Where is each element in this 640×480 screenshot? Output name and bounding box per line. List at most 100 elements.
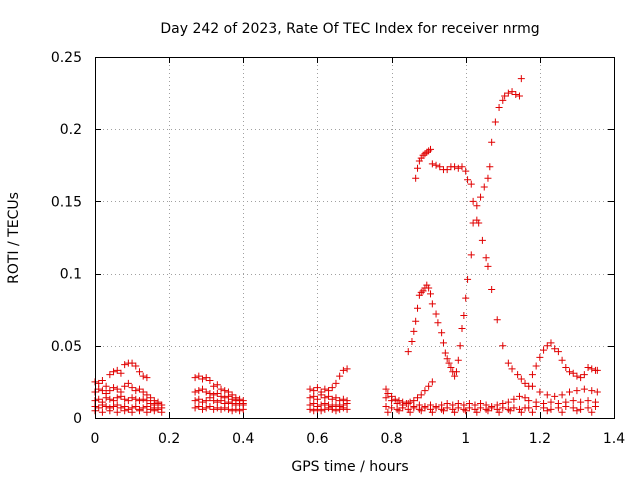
data-point-marker	[102, 402, 110, 410]
data-point-marker	[228, 400, 236, 408]
data-point-marker	[191, 374, 199, 382]
y-tick-label: 0.15	[51, 194, 82, 210]
data-point-marker	[113, 385, 121, 393]
y-axis-tick-labels: 0 0.05 0.1 0.15 0.2 0.25	[51, 50, 82, 427]
data-point-marker	[414, 304, 422, 312]
y-tick-label: 0.05	[51, 339, 82, 355]
data-point-marker	[495, 408, 503, 416]
series-group	[412, 145, 533, 390]
data-point-marker	[501, 92, 509, 100]
data-point-marker	[98, 401, 106, 409]
data-point-marker	[239, 405, 247, 413]
data-point-marker	[484, 407, 492, 415]
data-point-marker	[454, 164, 462, 172]
data-point-marker	[343, 405, 351, 413]
data-point-marker	[132, 362, 140, 370]
series-group	[91, 359, 166, 416]
data-point-marker	[191, 388, 199, 396]
data-point-marker	[428, 378, 436, 386]
data-point-marker	[443, 404, 451, 412]
data-point-marker	[124, 397, 132, 405]
y-tick-label: 0	[73, 411, 82, 427]
data-point-marker	[469, 219, 477, 227]
data-point-marker	[150, 407, 158, 415]
x-tick-label: 0.8	[380, 431, 402, 447]
data-point-marker	[532, 402, 540, 410]
data-point-marker	[135, 368, 143, 376]
data-point-marker	[98, 376, 106, 384]
data-point-marker	[499, 404, 507, 412]
data-point-marker	[132, 395, 140, 403]
data-point-marker	[236, 400, 244, 408]
data-point-marker	[499, 96, 507, 104]
data-point-marker	[199, 385, 207, 393]
data-point-marker	[558, 391, 566, 399]
data-point-marker	[199, 398, 207, 406]
data-point-marker	[477, 193, 485, 201]
data-point-marker	[504, 359, 512, 367]
data-point-marker	[202, 374, 210, 382]
data-point-marker	[339, 404, 347, 412]
data-point-marker	[199, 405, 207, 413]
data-point-marker	[417, 391, 425, 399]
data-point-marker	[577, 405, 585, 413]
data-point-marker	[224, 398, 232, 406]
data-point-marker	[432, 310, 440, 318]
data-point-marker	[458, 163, 466, 171]
data-point-marker	[491, 118, 499, 126]
data-point-marker	[536, 353, 544, 361]
data-point-marker	[562, 402, 570, 410]
data-point-marker	[454, 356, 462, 364]
data-point-marker	[113, 408, 121, 416]
data-point-marker	[98, 408, 106, 416]
data-point-marker	[384, 389, 392, 397]
data-point-marker	[128, 408, 136, 416]
data-point-marker	[467, 251, 475, 259]
data-point-marker	[147, 405, 155, 413]
data-point-marker	[410, 404, 418, 412]
data-point-marker	[143, 408, 151, 416]
data-point-marker	[143, 374, 151, 382]
data-point-marker	[573, 372, 581, 380]
data-point-marker	[414, 164, 422, 172]
data-point-marker	[117, 404, 125, 412]
x-tick-label: 0.2	[158, 431, 180, 447]
data-point-marker	[317, 391, 325, 399]
data-point-marker	[547, 405, 555, 413]
data-point-marker	[451, 372, 459, 380]
data-point-marker	[391, 395, 399, 403]
data-point-marker	[412, 174, 420, 182]
data-point-marker	[410, 327, 418, 335]
data-point-marker	[558, 408, 566, 416]
data-point-marker	[488, 138, 496, 146]
data-point-marker	[199, 375, 207, 383]
data-point-marker	[310, 407, 318, 415]
data-point-marker	[573, 407, 581, 415]
data-point-marker	[566, 368, 574, 376]
data-point-marker	[551, 345, 559, 353]
data-point-marker	[121, 382, 129, 390]
data-point-marker	[310, 400, 318, 408]
data-point-marker	[484, 174, 492, 182]
data-point-marker	[121, 407, 129, 415]
data-point-marker	[195, 402, 203, 410]
data-point-marker	[110, 402, 118, 410]
data-point-marker	[495, 104, 503, 112]
data-point-marker	[517, 408, 525, 416]
data-point-marker	[328, 395, 336, 403]
data-point-marker	[426, 290, 434, 298]
data-point-marker	[504, 398, 512, 406]
data-point-marker	[406, 398, 414, 406]
series-group	[191, 372, 247, 415]
data-point-marker	[388, 397, 396, 405]
data-point-marker	[313, 395, 321, 403]
data-point-marker	[332, 407, 340, 415]
y-axis-title: ROTI / TECUs	[6, 192, 22, 284]
data-point-marker	[124, 379, 132, 387]
data-point-marker	[528, 371, 536, 379]
data-point-marker	[493, 316, 501, 324]
x-tick-label: 0.6	[306, 431, 328, 447]
data-point-marker	[438, 329, 446, 337]
data-point-marker	[508, 88, 516, 96]
data-point-marker	[428, 300, 436, 308]
